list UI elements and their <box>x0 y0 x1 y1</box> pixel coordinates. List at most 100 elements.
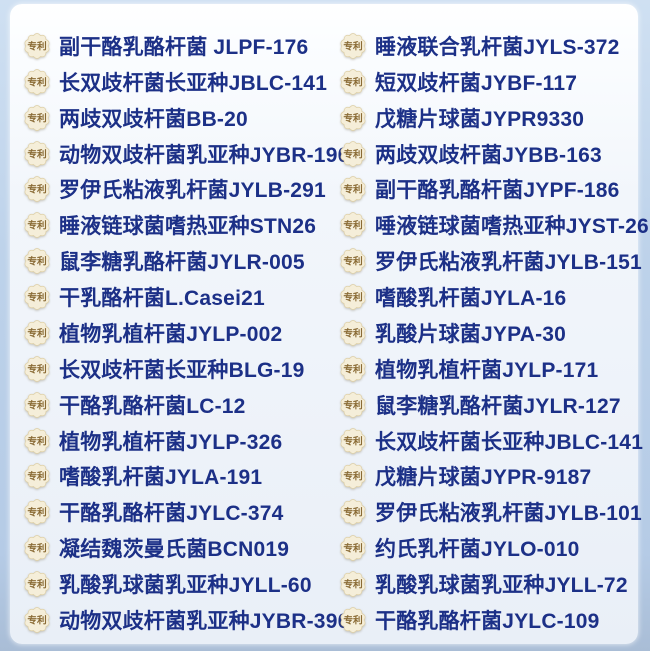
patent-badge-label: 专利 <box>343 578 363 591</box>
list-item: 专利 罗伊氏粘液乳杆菌JYLB-291 <box>22 172 338 208</box>
strain-name: 乳酸乳球菌乳亚种JYLL-72 <box>375 574 628 598</box>
strain-name: 睡液链球菌嗜热亚种STN26 <box>59 215 317 239</box>
list-item: 专利 乳酸片球菌JYPA-30 <box>338 315 649 351</box>
patent-seal-icon: 专利 <box>338 426 368 456</box>
list-item: 专利 长双歧杆菌长亚种BLG-19 <box>22 351 338 387</box>
list-item: 专利 唾液链球菌嗜热亚种JYST-26 <box>338 207 649 243</box>
patent-seal-icon: 专利 <box>338 103 368 133</box>
patent-badge-label: 专利 <box>343 111 363 124</box>
list-item: 专利 植物乳植杆菌JYLP-002 <box>22 315 338 351</box>
list-item: 专利 乳酸乳球菌乳亚种JYLL-60 <box>22 566 338 602</box>
strain-name: 长双歧杆菌长亚种JBLC-141 <box>375 430 644 454</box>
strain-name: 干酪乳酪杆菌JYLC-374 <box>59 502 284 526</box>
list-item: 专利 短双歧杆菌JYBF-117 <box>338 64 649 100</box>
patent-seal-icon: 专利 <box>22 318 52 348</box>
patent-seal-icon: 专利 <box>338 210 368 240</box>
patent-seal-icon: 专利 <box>22 139 52 169</box>
list-item: 专利 动物双歧杆菌乳亚种JYBR-190 <box>22 136 349 172</box>
patent-badge-label: 专利 <box>27 291 47 304</box>
list-item: 专利 两歧双歧杆菌BB-20 <box>22 100 338 136</box>
list-item: 专利 睡液联合乳杆菌JYLS-372 <box>338 28 649 64</box>
patent-badge-label: 专利 <box>343 219 363 232</box>
patent-seal-icon: 专利 <box>22 282 52 312</box>
patent-seal-icon: 专利 <box>338 246 368 276</box>
strain-name: 植物乳植杆菌JYLP-002 <box>59 322 283 346</box>
list-item: 专利 干酪乳酪杆菌JYLC-374 <box>22 494 338 530</box>
patent-seal-icon: 专利 <box>338 605 368 635</box>
patent-badge-label: 专利 <box>343 470 363 483</box>
patent-badge-label: 专利 <box>27 147 47 160</box>
patent-badge-label: 专利 <box>27 255 47 268</box>
patent-columns: 专利 副干酪乳酪杆菌 JLPF-176 专利 长双歧杆菌长亚种JBLC-141 <box>10 28 649 638</box>
list-item: 专利 干乳酪杆菌L.Casei21 <box>22 279 338 315</box>
list-item: 专利 鼠李糖乳酪杆菌JYLR-127 <box>338 387 649 423</box>
patent-badge-label: 专利 <box>343 362 363 375</box>
patent-seal-icon: 专利 <box>22 569 52 599</box>
patent-badge-label: 专利 <box>343 147 363 160</box>
patent-seal-icon: 专利 <box>22 31 52 61</box>
strain-name: 植物乳植杆菌JYLP-326 <box>59 430 283 454</box>
strain-name: 罗伊氏粘液乳杆菌JYLB-151 <box>375 251 642 275</box>
strain-name: 戊糖片球菌JYPR9330 <box>375 107 585 131</box>
patent-seal-icon: 专利 <box>338 497 368 527</box>
patent-seal-icon: 专利 <box>22 103 52 133</box>
list-item: 专利 鼠李糖乳酪杆菌JYLR-005 <box>22 243 338 279</box>
strain-name: 长双歧杆菌长亚种BLG-19 <box>59 358 305 382</box>
list-item: 专利 约氏乳杆菌JYLO-010 <box>338 530 649 566</box>
patent-seal-icon: 专利 <box>338 174 368 204</box>
patent-seal-icon: 专利 <box>338 139 368 169</box>
patent-badge-label: 专利 <box>343 506 363 519</box>
list-item: 专利 罗伊氏粘液乳杆菌JYLB-151 <box>338 243 649 279</box>
patent-badge-label: 专利 <box>27 39 47 52</box>
strain-name: 两歧双歧杆菌BB-20 <box>59 107 248 131</box>
patent-seal-icon: 专利 <box>338 533 368 563</box>
list-item: 专利 睡液链球菌嗜热亚种STN26 <box>22 207 338 243</box>
patent-badge-label: 专利 <box>343 542 363 555</box>
strain-name: 乳酸乳球菌乳亚种JYLL-60 <box>59 574 312 598</box>
strain-name: 动物双歧杆菌乳亚种JYBR-390 <box>59 609 350 633</box>
list-item: 专利 干酪乳酪杆菌JYLC-109 <box>338 602 649 638</box>
patent-badge-label: 专利 <box>343 398 363 411</box>
patent-badge-label: 专利 <box>27 470 47 483</box>
list-item: 专利 干酪乳酪杆菌LC-12 <box>22 387 338 423</box>
strain-name: 副干酪乳酪杆菌 JLPF-176 <box>59 35 309 59</box>
strain-name: 鼠李糖乳酪杆菌JYLR-127 <box>375 394 621 418</box>
list-item: 专利 植物乳植杆菌JYLP-326 <box>22 423 338 459</box>
patent-badge-label: 专利 <box>27 362 47 375</box>
patent-seal-icon: 专利 <box>22 497 52 527</box>
patent-column-right: 专利 睡液联合乳杆菌JYLS-372 专利 短双歧杆菌JYBF-117 <box>338 28 649 638</box>
list-item: 专利 长双歧杆菌长亚种JBLC-141 <box>338 423 649 459</box>
patent-badge-label: 专利 <box>27 111 47 124</box>
patent-seal-icon: 专利 <box>338 354 368 384</box>
patent-badge-label: 专利 <box>343 183 363 196</box>
strain-name: 动物双歧杆菌乳亚种JYBR-190 <box>59 143 350 167</box>
patent-seal-icon: 专利 <box>338 31 368 61</box>
patent-badge-label: 专利 <box>27 542 47 555</box>
patent-seal-icon: 专利 <box>22 426 52 456</box>
patent-seal-icon: 专利 <box>22 354 52 384</box>
strain-name: 罗伊氏粘液乳杆菌JYLB-291 <box>59 179 326 203</box>
patent-badge-label: 专利 <box>343 326 363 339</box>
list-item: 专利 副干酪乳酪杆菌JYPF-186 <box>338 172 649 208</box>
strain-name: 副干酪乳酪杆菌JYPF-186 <box>375 179 620 203</box>
patent-seal-icon: 专利 <box>338 318 368 348</box>
strain-name: 唾液链球菌嗜热亚种JYST-26 <box>375 215 649 239</box>
list-item: 专利 乳酸乳球菌乳亚种JYLL-72 <box>338 566 649 602</box>
patent-seal-icon: 专利 <box>22 174 52 204</box>
patent-seal-icon: 专利 <box>338 461 368 491</box>
list-item: 专利 嗜酸乳杆菌JYLA-16 <box>338 279 649 315</box>
patent-badge-label: 专利 <box>343 434 363 447</box>
patent-badge-label: 专利 <box>27 219 47 232</box>
patent-column-left: 专利 副干酪乳酪杆菌 JLPF-176 专利 长双歧杆菌长亚种JBLC-141 <box>22 28 349 638</box>
patent-seal-icon: 专利 <box>22 390 52 420</box>
list-item: 专利 戊糖片球菌JYPR9330 <box>338 100 649 136</box>
list-item: 专利 长双歧杆菌长亚种JBLC-141 <box>22 64 338 100</box>
patent-seal-icon: 专利 <box>22 461 52 491</box>
strain-name: 嗜酸乳杆菌JYLA-16 <box>375 287 567 311</box>
strain-name: 短双歧杆菌JYBF-117 <box>375 71 578 95</box>
list-item: 专利 植物乳植杆菌JYLP-171 <box>338 351 649 387</box>
strain-name: 干酪乳酪杆菌JYLC-109 <box>375 609 600 633</box>
patent-badge-label: 专利 <box>343 75 363 88</box>
strain-name: 罗伊氏粘液乳杆菌JYLB-101 <box>375 502 642 526</box>
patent-badge-label: 专利 <box>27 578 47 591</box>
